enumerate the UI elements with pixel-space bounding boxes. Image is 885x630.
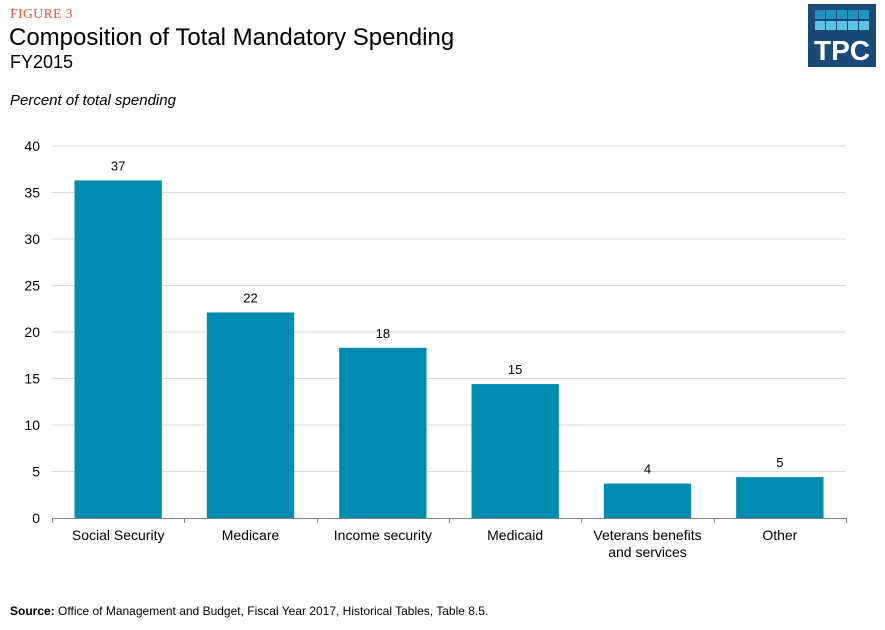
bar [206,312,295,518]
gridlines [52,145,846,472]
tpc-logo: TPC [808,4,876,67]
y-tick-label: 35 [24,185,40,201]
logo-square [848,10,858,19]
y-tick-label: 5 [32,464,40,480]
source-note: Source: Office of Management and Budget,… [10,604,488,618]
logo-square [826,21,836,30]
bars [74,180,824,518]
y-tick-label: 15 [24,371,40,387]
x-tick-label: Veterans benefits [593,527,701,543]
data-label: 4 [644,462,651,477]
logo-square [815,10,825,19]
bar [736,477,824,518]
x-tick-label: and services [608,544,687,560]
source-label: Source: [10,604,55,618]
y-tick-label: 20 [24,324,40,340]
y-tick-label: 40 [24,138,40,154]
bar [471,384,559,518]
x-tick-label: Medicare [222,527,280,543]
y-tick-label: 0 [32,510,40,526]
bar [603,483,692,518]
x-tick-label: Other [762,527,797,543]
source-text: Office of Management and Budget, Fiscal … [58,604,489,618]
figure-label: FIGURE 3 [10,7,73,22]
data-label: 22 [243,290,257,305]
logo-square [837,10,847,19]
logo-square [826,10,836,19]
bar [339,347,427,518]
y-axis-ticks: 0 5 10 15 20 25 30 35 40 [24,138,40,526]
y-axis-label: Percent of total spending [10,92,176,109]
logo-text: TPC [814,35,870,66]
logo-square [859,21,869,30]
chart-title: Composition of Total Mandatory Spending [9,24,455,51]
bar [74,180,162,518]
data-label: 5 [776,455,783,470]
y-tick-label: 25 [24,278,40,294]
data-label: 15 [508,362,522,377]
data-label: 18 [376,326,390,341]
y-tick-label: 30 [24,231,40,247]
y-tick-label: 10 [24,417,40,433]
logo-square [837,21,847,30]
logo-square [859,10,869,19]
x-axis-labels: Social Security Medicare Income security Me… [72,527,798,560]
x-tick-label: Medicaid [487,527,543,543]
logo-square [848,21,858,30]
logo-square [815,21,825,30]
x-tick-label: Income security [334,527,432,543]
x-axis [52,518,847,523]
chart-subtitle: FY2015 [10,52,74,72]
bar-chart: 0 5 10 15 20 25 30 35 40 Social Security Medicare… [24,138,847,560]
data-label: 37 [111,158,125,173]
data-labels: 37 22 18 15 4 5 [111,158,784,476]
x-tick-label: Social Security [72,527,165,543]
